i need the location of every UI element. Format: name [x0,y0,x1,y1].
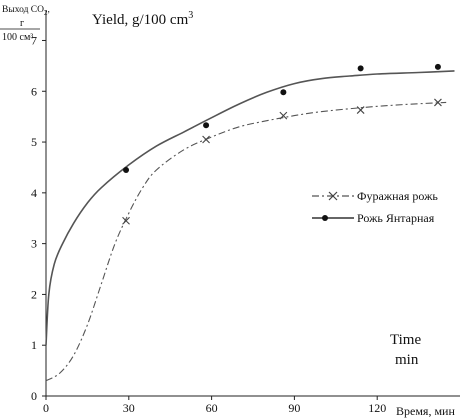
data-point-dot [357,65,364,72]
x-axis-label-en-line2: min [395,352,419,368]
y-tick-label: 2 [31,287,37,301]
chart-title: Yield, g/100 cm3 [92,10,193,28]
legend: Фуражная рожь Рожь Янтарная [312,189,438,225]
y-tick-label: 6 [31,84,37,98]
y-label-ru-tail: , [48,5,50,15]
y-tick-label: 5 [31,135,37,149]
x-axis-label-en-line1: Time [390,332,421,348]
x-tick-label: 120 [368,401,386,415]
y-tick-label: 3 [31,237,37,251]
legend-label-1: Фуражная рожь [357,189,438,203]
data-point-dot [123,166,130,173]
data-point-x [202,135,210,144]
series-line-1 [45,101,447,382]
data-point-dot [280,89,287,96]
x-tick-label: 30 [123,401,135,415]
y-label-ru-line3: 100 см³ [2,32,33,43]
y-axis-label-ru: Выход СО2, г 100 см³ [0,5,50,43]
y-tick-label: 7 [31,33,37,47]
data-point-x [279,111,288,120]
data-point-x [434,98,442,107]
y-tick-label: 1 [31,338,37,352]
legend-marker-1 [328,191,338,201]
data-point-dot [203,122,210,129]
legend-label-2: Рожь Янтарная [357,211,435,225]
data-point-x [356,106,365,114]
x-axis-label-ru: Время, мин [396,404,455,418]
y-tick-label: 0 [31,389,37,403]
data-point-x [122,216,130,225]
legend-item-1: Фуражная рожь [312,189,438,203]
y-tick-label: 4 [31,186,37,200]
y-label-ru-line2: г [20,18,24,29]
legend-item-2: Рожь Янтарная [312,211,435,225]
svg-text:Выход СО2,: Выход СО2, [2,5,50,17]
data-point-dot [434,63,441,70]
x-tick-label: 0 [43,401,49,415]
legend-marker-2 [322,215,328,221]
y-label-ru-line1: Выход СО [2,5,44,15]
x-tick-label: 60 [206,401,218,415]
chart-title-main: Yield, g/100 cm [92,12,189,28]
chart-title-sup: 3 [188,10,193,21]
series-line-2 [45,70,455,346]
x-tick-label: 90 [288,401,300,415]
